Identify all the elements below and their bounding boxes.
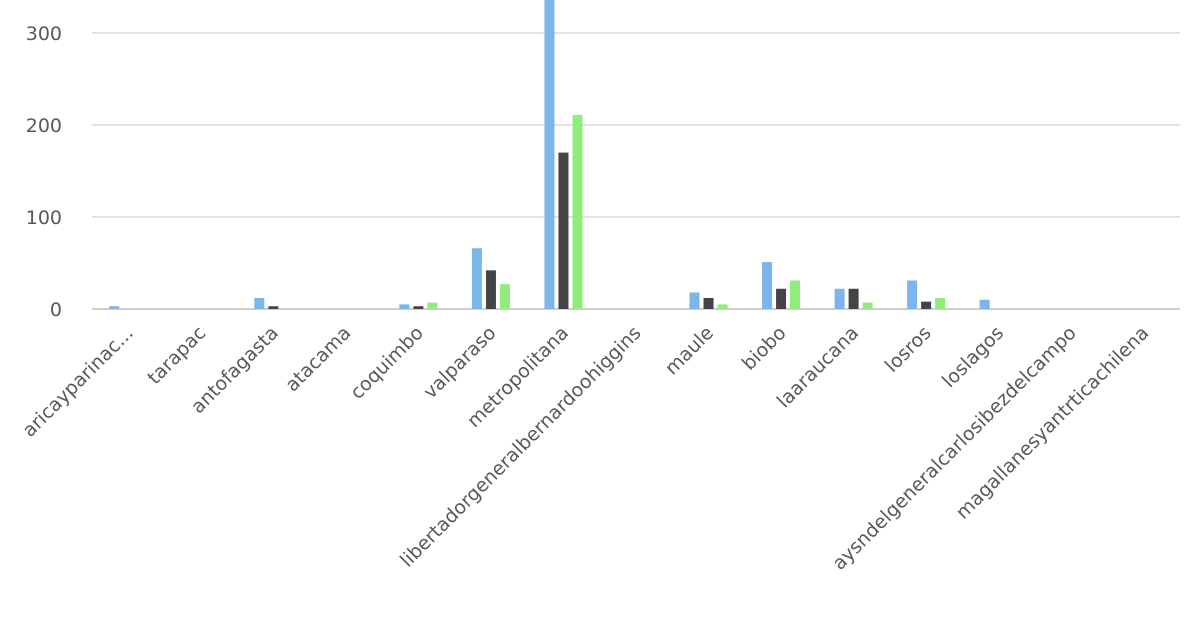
bars	[109, 0, 990, 309]
gridlines	[92, 32, 1180, 310]
bar	[558, 152, 569, 309]
y-tick-label: 0	[50, 299, 62, 321]
bar	[413, 306, 424, 309]
bar	[399, 304, 410, 309]
bar	[907, 280, 918, 309]
x-tick-label: losros	[881, 322, 936, 377]
x-tick-label: aricayparinac...	[18, 322, 138, 442]
bar	[862, 302, 873, 309]
bar	[485, 270, 496, 309]
x-tick-label: coquimbo	[346, 322, 428, 404]
bar	[790, 280, 801, 309]
x-tick-label: loslagos	[938, 322, 1008, 392]
y-axis-ticks: 0 100 200 300	[26, 23, 62, 321]
bar	[979, 299, 990, 309]
bar	[834, 288, 845, 309]
bar	[544, 0, 555, 309]
bar	[254, 297, 265, 309]
bar	[848, 288, 859, 309]
y-tick-label: 300	[26, 23, 62, 45]
y-tick-label: 100	[26, 207, 62, 229]
bar	[776, 288, 787, 309]
x-tick-label: biobo	[738, 322, 791, 375]
bar	[268, 306, 279, 309]
x-tick-label: atacama	[281, 322, 355, 396]
bar	[499, 284, 510, 309]
y-tick-label: 200	[26, 115, 62, 137]
bar	[689, 292, 700, 309]
bar	[717, 304, 728, 309]
bar	[572, 114, 583, 309]
x-tick-label: tarapac	[143, 322, 210, 389]
x-tick-label: maule	[661, 322, 718, 379]
bar	[109, 306, 120, 309]
bar	[762, 262, 773, 309]
x-axis-ticks: aricayparinac... tarapacantofagastaatacam…	[18, 322, 1153, 575]
bar	[471, 248, 482, 309]
bar	[935, 297, 946, 309]
bar	[427, 302, 438, 309]
bar	[921, 301, 932, 309]
bar	[703, 297, 714, 309]
